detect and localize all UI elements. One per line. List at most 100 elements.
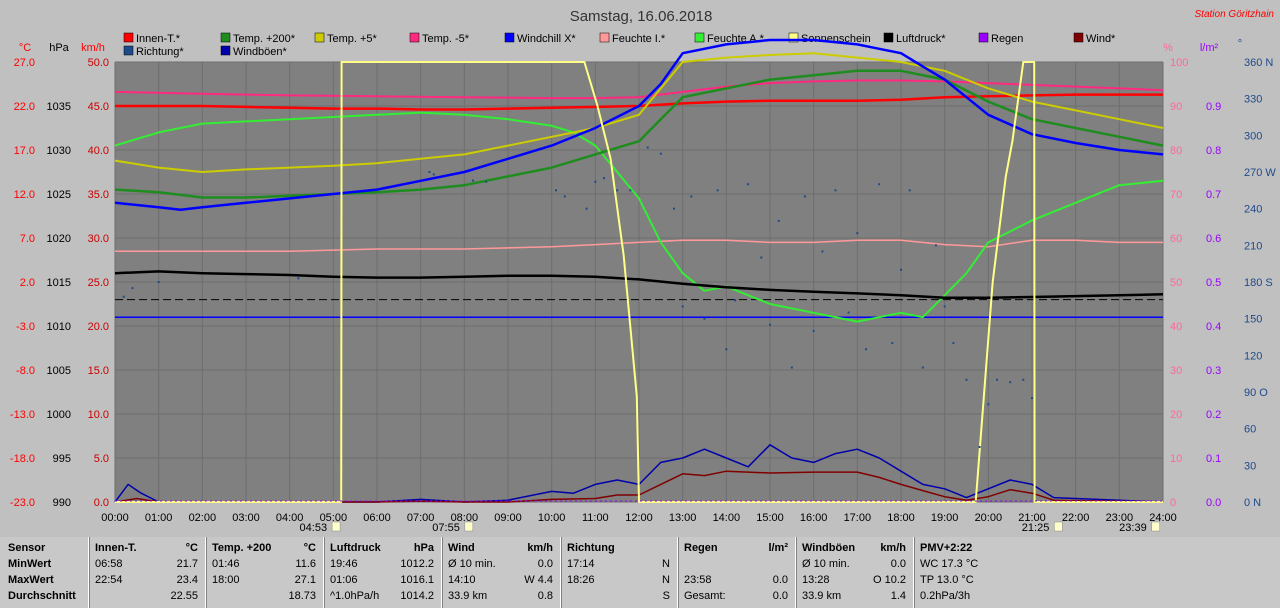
stats-avg-time: 33.9 km (802, 590, 842, 602)
x-tick-label: 13:00 (669, 512, 697, 524)
stats-title: Luftdruck (330, 542, 381, 554)
legend-swatch (220, 32, 231, 43)
direction-point (681, 305, 684, 308)
direction-point (834, 189, 837, 192)
direction-tick-label: 0 N (1244, 497, 1261, 509)
direction-point (878, 183, 881, 186)
hpa-tick-label: 1030 (47, 145, 71, 157)
stats-avg-value: S (662, 590, 670, 602)
x-tick-label: 10:00 (538, 512, 566, 524)
direction-tick-label: 120 (1244, 350, 1262, 362)
direction-point (847, 311, 850, 314)
min-label: MinWert (8, 558, 52, 570)
stats-max-time: 01:06 (330, 574, 358, 586)
hpa-tick-label: 1035 (47, 101, 71, 113)
stats-avg-time: ^1.0hPa/h (330, 590, 380, 602)
kmh-tick-label: 5.0 (94, 453, 109, 465)
legend-label: Richtung* (136, 46, 184, 58)
sun-event-icon (464, 521, 474, 532)
stats-title: Innen-T. (95, 542, 137, 554)
stats-min-time: 06:58 (95, 558, 123, 570)
percent-tick-label: 70 (1170, 189, 1182, 201)
x-tick-label: 04:00 (276, 512, 304, 524)
chart-title: Samstag, 16.06.2018 (570, 8, 713, 25)
stats-min-time: 17:14 (567, 558, 595, 570)
legend-swatch (978, 32, 989, 43)
stats-unit: km/h (527, 542, 553, 554)
lm2-unit: l/m² (1200, 42, 1219, 54)
legend-swatch (314, 32, 325, 43)
direction-point (734, 299, 737, 302)
x-tick-label: 15:00 (756, 512, 784, 524)
hpa-tick-label: 1015 (47, 277, 71, 289)
plot-area (114, 61, 1164, 503)
sun-event-icon (1151, 521, 1160, 532)
stats-min-value: 11.6 (295, 558, 316, 570)
degree-unit: ° (1238, 38, 1242, 50)
sun-event-time: 21:25 (1022, 522, 1050, 534)
stats-group: Temp. +200 °C 01:46 11.6 18:00 27.1 18.73 (205, 537, 324, 608)
lm2-tick-label: 0.3 (1206, 365, 1221, 377)
direction-point (1031, 397, 1033, 400)
sun-events: 04:53 07:55 21:25 23:39 (300, 521, 1160, 534)
direction-point (432, 173, 435, 176)
celsius-tick-label: 22.0 (14, 101, 35, 113)
kmh-tick-label: 40.0 (88, 145, 109, 157)
direction-point (821, 250, 824, 253)
direction-point (703, 317, 706, 320)
hpa-unit: hPa (49, 42, 69, 54)
legend-swatch (504, 32, 515, 43)
percent-tick-label: 90 (1170, 101, 1182, 113)
stats-avg-value: 1014.2 (400, 590, 434, 602)
lm2-tick-label: 0.4 (1206, 321, 1221, 333)
stats-group: Richtung 17:14 N 18:26 N S (560, 537, 678, 608)
lm2-tick-label: 0.0 (1206, 497, 1221, 509)
direction-point (131, 287, 134, 290)
celsius-tick-label: -18.0 (10, 453, 35, 465)
legend-swatch (1073, 32, 1084, 43)
celsius-tick-label: -23.0 (10, 497, 35, 509)
direction-point (563, 195, 566, 198)
direction-point (891, 342, 894, 345)
direction-tick-label: 270 W (1244, 167, 1276, 179)
direction-point (659, 152, 662, 155)
legend-label: Luftdruck* (896, 33, 946, 45)
stats-avg-value: 18.73 (288, 590, 316, 602)
percent-tick-label: 60 (1170, 233, 1182, 245)
celsius-tick-label: 12.0 (14, 189, 35, 201)
stats-max-value: W 4.4 (524, 574, 553, 586)
stats-title: Temp. +200 (212, 542, 272, 554)
direction-point (157, 281, 160, 283)
kmh-tick-label: 50.0 (88, 57, 109, 69)
direction-point (672, 207, 675, 210)
x-tick-label: 12:00 (625, 512, 653, 524)
weather-chart: Samstag, 16.06.2018 Station Göritzhain I… (9, 8, 1277, 534)
direction-point (965, 378, 968, 381)
x-tick-label: 14:00 (713, 512, 741, 524)
series-windchill (114, 38, 1164, 212)
celsius-tick-label: 27.0 (14, 57, 35, 69)
stats-max-value: O 10.2 (872, 574, 906, 586)
stats-max-value: 23.4 (176, 574, 198, 586)
legend-swatch (220, 45, 231, 56)
direction-point (646, 146, 649, 149)
celsius-tick-label: -3.0 (16, 321, 35, 333)
stats-avg-value: 0.0 (772, 590, 788, 602)
hpa-tick-label: 995 (53, 453, 71, 465)
legend-label: Innen-T.* (136, 33, 181, 45)
direction-point (747, 183, 750, 186)
stats-avg-time: 0.2hPa/3h (920, 590, 971, 602)
legend-swatch (123, 45, 134, 56)
direction-tick-label: 30 (1244, 460, 1256, 472)
direction-tick-label: 300 (1244, 130, 1262, 142)
percent-tick-label: 20 (1170, 409, 1182, 421)
legend-swatch (788, 32, 799, 43)
stats-min-time: 19:46 (330, 558, 358, 570)
series-temp5 (114, 52, 1164, 173)
stats-min-value: 0.0 (537, 558, 553, 570)
x-tick-label: 16:00 (800, 512, 828, 524)
direction-point (987, 403, 990, 406)
x-tick-label: 11:00 (582, 512, 609, 524)
x-tick-label: 03:00 (232, 512, 260, 524)
direction-tick-label: 90 O (1244, 387, 1268, 399)
